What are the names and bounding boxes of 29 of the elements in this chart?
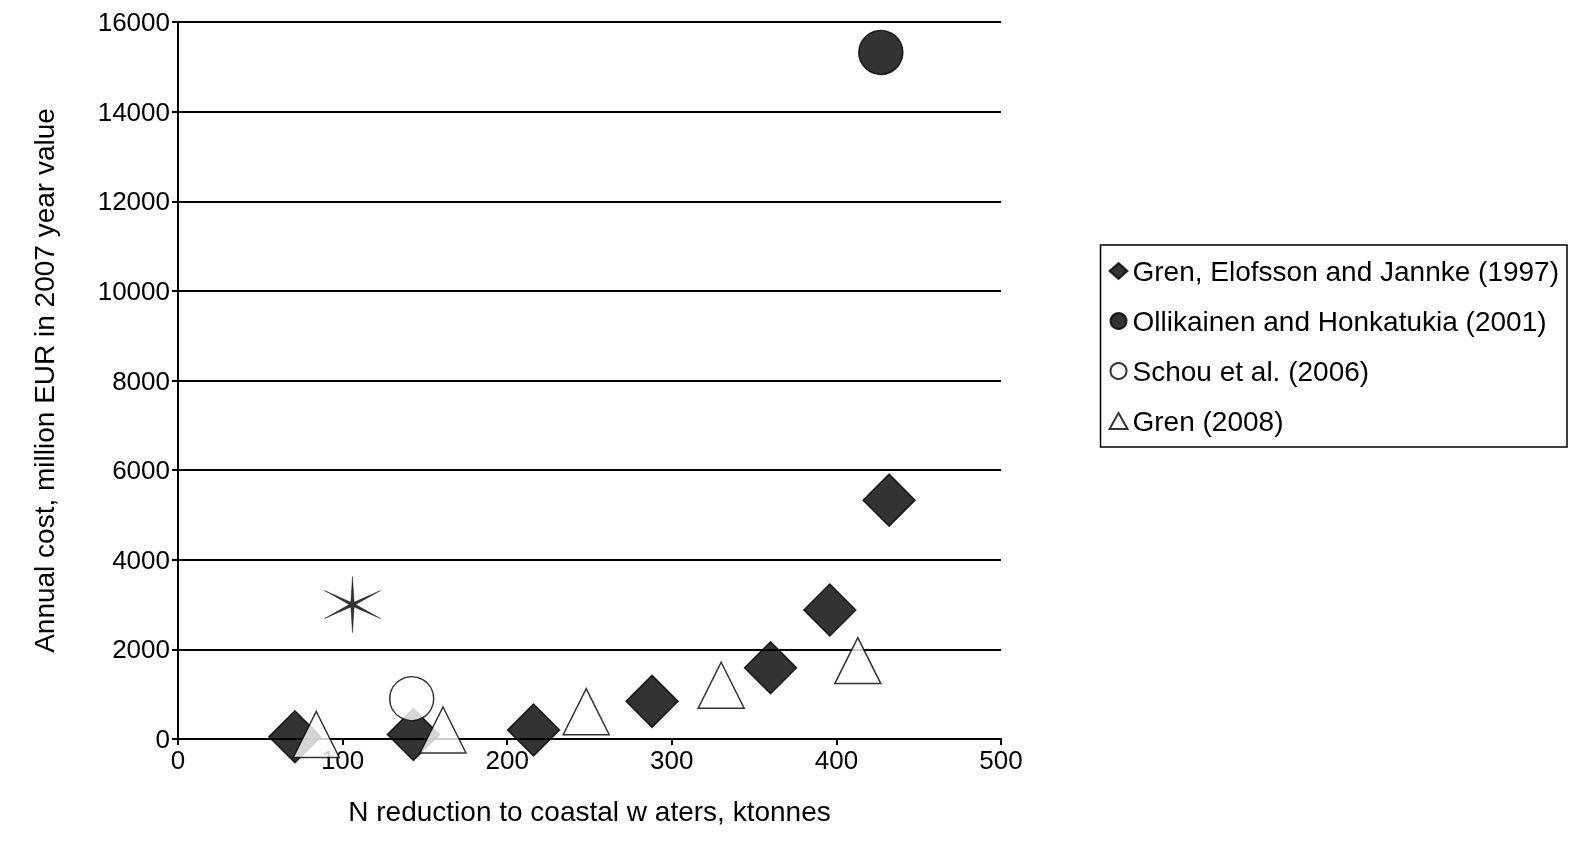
y-tick-label: 6000	[112, 455, 170, 486]
x-tick-label: 300	[650, 745, 694, 775]
x-tick-label: 500	[979, 745, 1023, 775]
y-tick-label: 14000	[97, 96, 170, 127]
y-tick-label: 16000	[97, 7, 170, 37]
legend-label: Schou et al. (2006)	[1132, 355, 1370, 387]
x-axis-title: N reduction to coastal w aters, ktonnes	[348, 795, 831, 827]
x-tick-label: 400	[814, 745, 859, 775]
y-tick-label: 4000	[112, 544, 170, 575]
legend-label: Gren (2008)	[1132, 405, 1284, 437]
point	[419, 706, 467, 754]
point	[803, 583, 857, 637]
legend-label: Ollikainen and Honkatukia (2001)	[1132, 305, 1547, 337]
x-tick-label: 200	[485, 745, 529, 775]
y-tick-label: 12000	[97, 186, 170, 217]
point	[862, 473, 916, 527]
point	[625, 674, 679, 729]
y-tick-label: 8000	[112, 365, 170, 396]
x-tick-label: 100	[320, 745, 365, 775]
point	[743, 641, 798, 695]
legend-label: Gren, Elofsson and Jannke (1997)	[1132, 255, 1559, 287]
point	[389, 675, 435, 722]
y-tick-label: 10000	[97, 275, 170, 306]
point	[834, 636, 882, 685]
point	[858, 29, 904, 76]
y-tick-label: 2000	[112, 634, 170, 665]
y-axis-title: Annual cost, million EUR in 2007 year value	[28, 108, 60, 653]
y-tick-label: 0	[155, 724, 170, 754]
point	[324, 576, 381, 633]
